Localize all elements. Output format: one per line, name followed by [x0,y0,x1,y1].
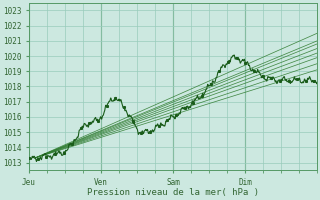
X-axis label: Pression niveau de la mer( hPa ): Pression niveau de la mer( hPa ) [87,188,259,197]
